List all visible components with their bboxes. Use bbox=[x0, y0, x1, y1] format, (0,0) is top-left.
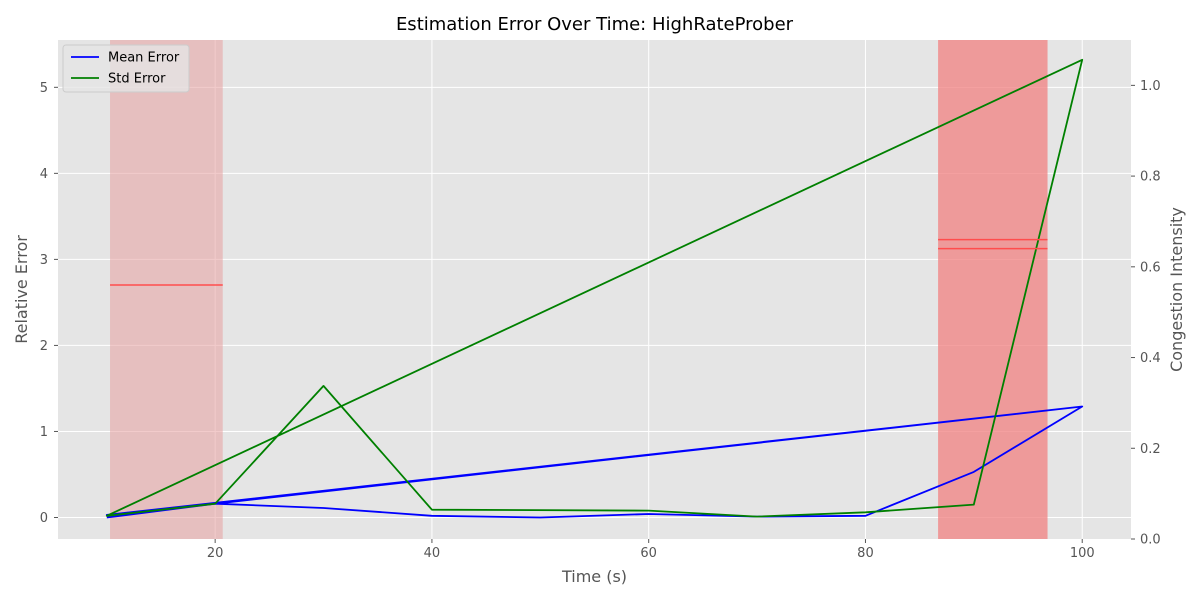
y-tick-label-3: 3 bbox=[40, 253, 48, 268]
y-tick-label-0: 0 bbox=[40, 511, 48, 526]
y2-tick-label-4: 0.8 bbox=[1140, 170, 1161, 185]
y2-tick-label-0: 0.0 bbox=[1140, 533, 1161, 548]
y2-tick-label-1: 0.2 bbox=[1140, 442, 1161, 457]
x-tick-label-1: 40 bbox=[424, 546, 441, 561]
y-axis-label: Relative Error bbox=[12, 235, 31, 344]
y-tick-label-4: 4 bbox=[40, 167, 48, 182]
y2-tick-label-2: 0.4 bbox=[1140, 351, 1161, 366]
congestion-region-1 bbox=[938, 40, 1048, 539]
congestion-region-0 bbox=[110, 40, 223, 539]
y-tick-label-5: 5 bbox=[40, 81, 48, 96]
legend-label-mean-error: Mean Error bbox=[108, 51, 180, 66]
plot-area: 20 40 60 80 100 0 1 2 3 4 5 0.0 0.2 0.4 0.6 0.8 1.0 bbox=[40, 40, 1161, 561]
y2-tick-label-3: 0.6 bbox=[1140, 260, 1161, 275]
y-tick-label-2: 2 bbox=[40, 339, 48, 354]
legend: Mean Error Std Error bbox=[62, 44, 190, 93]
x-tick-label-0: 20 bbox=[207, 546, 224, 561]
y2-tick-label-5: 1.0 bbox=[1140, 79, 1161, 94]
x-tick-label-3: 80 bbox=[857, 546, 874, 561]
x-tick-label-4: 100 bbox=[1070, 546, 1095, 561]
x-tick-label-2: 60 bbox=[640, 546, 657, 561]
y-tick-label-1: 1 bbox=[40, 425, 48, 440]
y2-axis-label: Congestion Intensity bbox=[1167, 207, 1186, 372]
chart-title: Estimation Error Over Time: HighRateProb… bbox=[396, 14, 794, 35]
x-axis-label: Time (s) bbox=[561, 567, 627, 586]
legend-label-std-error: Std Error bbox=[108, 72, 166, 87]
series-line-std-error bbox=[105, 58, 1084, 518]
